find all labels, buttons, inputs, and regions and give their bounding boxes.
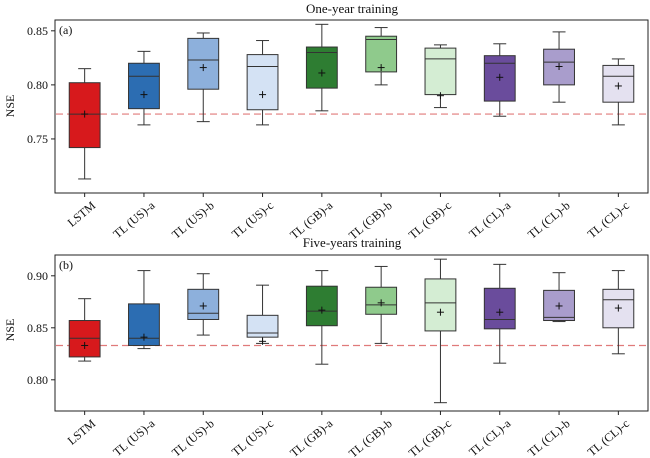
mean-marker bbox=[140, 333, 148, 341]
panel-one-year: One-year training (a) NSE 0.75 0.80 0.85 L… bbox=[3, 1, 649, 242]
mean-marker bbox=[318, 69, 326, 77]
boxes bbox=[68, 23, 635, 197]
box-tl-gb-b bbox=[365, 265, 398, 344]
box-lstm bbox=[68, 298, 101, 362]
category-label: TL (CL)-a bbox=[466, 198, 514, 241]
category-label: LSTM bbox=[65, 416, 99, 448]
box-body bbox=[187, 37, 220, 90]
box-tl-gb-b bbox=[365, 27, 398, 86]
box-tl-cl-c bbox=[602, 58, 635, 126]
box-tl-cl-b bbox=[543, 272, 575, 323]
category-label: TL (US)-a bbox=[110, 198, 158, 241]
panel-title: Five-years training bbox=[303, 235, 402, 250]
category-label: TL (CL)-b bbox=[525, 198, 573, 241]
mean-marker bbox=[199, 64, 207, 72]
category-label: TL (US)-b bbox=[169, 416, 217, 458]
box-tl-us-c bbox=[246, 284, 279, 345]
category-label: TL (GB)-a bbox=[287, 416, 336, 458]
mean-marker bbox=[377, 299, 385, 307]
mean-marker bbox=[436, 308, 444, 316]
box-body bbox=[68, 320, 101, 358]
mean-marker bbox=[436, 92, 444, 100]
box-body bbox=[246, 54, 279, 111]
y-axis-label: NSE bbox=[3, 319, 17, 342]
mean-marker bbox=[496, 308, 504, 316]
box-tl-gb-c bbox=[424, 258, 457, 404]
category-labels: LSTM TL (US)-a TL (US)-b TL (US)-c TL (GB)-a… bbox=[65, 416, 632, 458]
box-tl-us-c bbox=[246, 40, 279, 126]
category-label: TL (CL)-c bbox=[585, 416, 632, 458]
panel-label: (a) bbox=[59, 23, 72, 37]
y-tick-label: 0.80 bbox=[27, 373, 48, 387]
category-label: TL (US)-c bbox=[229, 416, 276, 458]
category-label: TL (US)-a bbox=[110, 416, 158, 458]
plot-frame bbox=[54, 19, 649, 194]
box-tl-gb-a bbox=[305, 270, 338, 365]
y-axis: 0.80 0.85 0.90 bbox=[27, 269, 55, 387]
box-body bbox=[305, 285, 338, 327]
box-tl-cl-a bbox=[483, 263, 516, 364]
box-tl-gb-a bbox=[305, 23, 338, 112]
box-lstm bbox=[68, 68, 101, 180]
box-tl-cl-b bbox=[543, 31, 575, 103]
panel-label: (b) bbox=[59, 258, 73, 272]
mean-marker bbox=[377, 64, 385, 72]
mean-marker bbox=[555, 62, 563, 70]
mean-marker bbox=[555, 302, 563, 310]
y-axis-label: NSE bbox=[3, 95, 17, 118]
mean-marker bbox=[199, 302, 207, 310]
y-tick-label: 0.85 bbox=[27, 24, 48, 38]
mean-marker bbox=[614, 304, 622, 312]
box-body bbox=[246, 314, 279, 338]
y-tick-label: 0.75 bbox=[27, 132, 48, 146]
y-tick-label: 0.80 bbox=[27, 78, 48, 92]
box-tl-cl-a bbox=[483, 43, 516, 117]
mean-marker bbox=[81, 341, 89, 349]
category-label: TL (CL)-b bbox=[525, 416, 573, 458]
y-tick-label: 0.90 bbox=[27, 269, 48, 283]
box-body bbox=[424, 47, 457, 96]
mean-marker bbox=[614, 82, 622, 90]
mean-marker bbox=[259, 337, 267, 345]
category-label: TL (GB)-c bbox=[406, 198, 454, 242]
box-body bbox=[305, 46, 338, 89]
panel-five-years: Five-years training (b) NSE 0.80 0.85 0.90… bbox=[3, 235, 649, 458]
y-axis: 0.75 0.80 0.85 bbox=[27, 24, 55, 146]
panel-title: One-year training bbox=[306, 1, 399, 16]
category-label: TL (US)-b bbox=[169, 198, 217, 241]
category-label: TL (CL)-c bbox=[585, 198, 632, 241]
category-label: TL (GB)-c bbox=[406, 416, 454, 458]
boxes bbox=[68, 258, 635, 415]
box-tl-gb-c bbox=[424, 44, 457, 109]
box-tl-cl-c bbox=[602, 270, 635, 355]
box-tl-us-b bbox=[187, 32, 220, 123]
box-body bbox=[483, 287, 516, 330]
box-body bbox=[424, 278, 457, 332]
category-label: TL (GB)-b bbox=[346, 416, 395, 458]
box-body bbox=[128, 62, 160, 110]
box-tl-us-b bbox=[187, 273, 220, 336]
category-label: TL (US)-c bbox=[229, 198, 276, 241]
mean-marker bbox=[259, 91, 267, 99]
box-tl-us-a bbox=[128, 50, 160, 126]
mean-marker bbox=[496, 73, 504, 81]
y-tick-label: 0.85 bbox=[27, 321, 48, 335]
category-label: TL (CL)-a bbox=[466, 416, 514, 458]
plot-frame bbox=[54, 254, 649, 412]
mean-marker bbox=[81, 110, 89, 118]
box-tl-us-a bbox=[128, 270, 160, 350]
mean-marker bbox=[140, 91, 148, 99]
mean-marker bbox=[318, 306, 326, 314]
category-label: LSTM bbox=[65, 198, 99, 230]
